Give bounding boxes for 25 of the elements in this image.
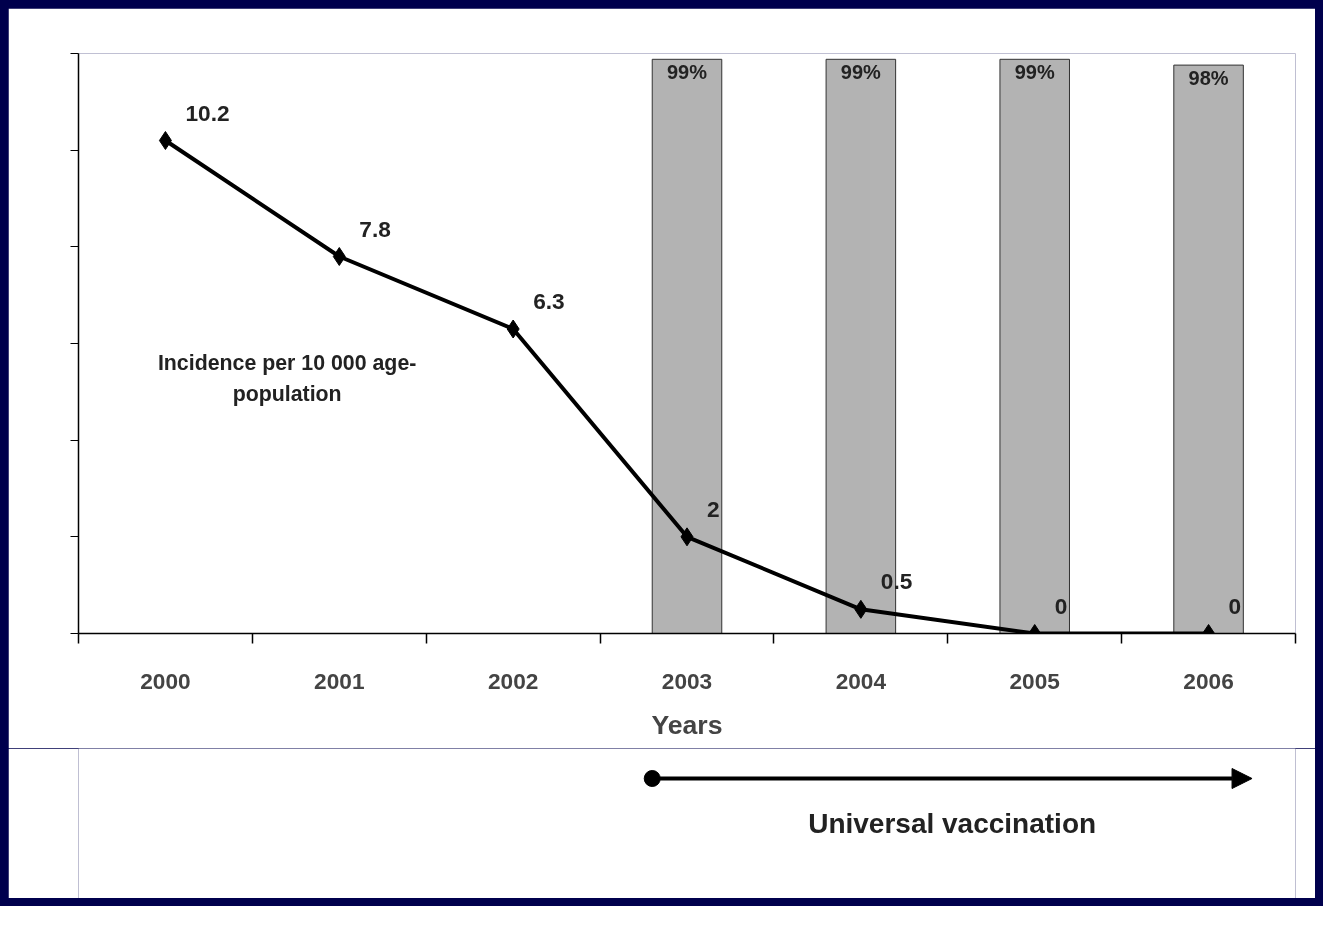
- x-tick-label: 2005: [1009, 667, 1060, 694]
- x-tick-label: 2003: [661, 667, 713, 694]
- x-tick-label: 2002: [487, 667, 539, 694]
- point: [680, 527, 694, 547]
- data-label: 0: [1054, 592, 1068, 619]
- data-label: 99%: [1014, 61, 1055, 84]
- data-label: 99%: [840, 61, 882, 84]
- point: [854, 599, 868, 619]
- x-tick-label: 2001: [314, 667, 365, 694]
- data-label: 98%: [1188, 67, 1229, 90]
- data-label: 6.3: [533, 288, 565, 314]
- data-label: 10.2: [185, 99, 230, 126]
- point: [332, 247, 346, 266]
- data-label: 0: [1228, 592, 1242, 619]
- x-tick-label: 2006: [1183, 667, 1234, 694]
- text: Universal vaccination: [808, 808, 1097, 839]
- x-tick-label: 2004: [835, 667, 887, 694]
- y-axis-title: Incidence per 10 000 age-population: [157, 350, 417, 406]
- x-axis-title: Years: [651, 709, 723, 740]
- x-tick-label: 2000: [140, 667, 191, 694]
- data-label: 2: [707, 495, 720, 522]
- data-label: 7.8: [359, 215, 391, 242]
- data-label: 99%: [666, 61, 708, 84]
- point: [158, 131, 172, 150]
- point: [506, 319, 520, 339]
